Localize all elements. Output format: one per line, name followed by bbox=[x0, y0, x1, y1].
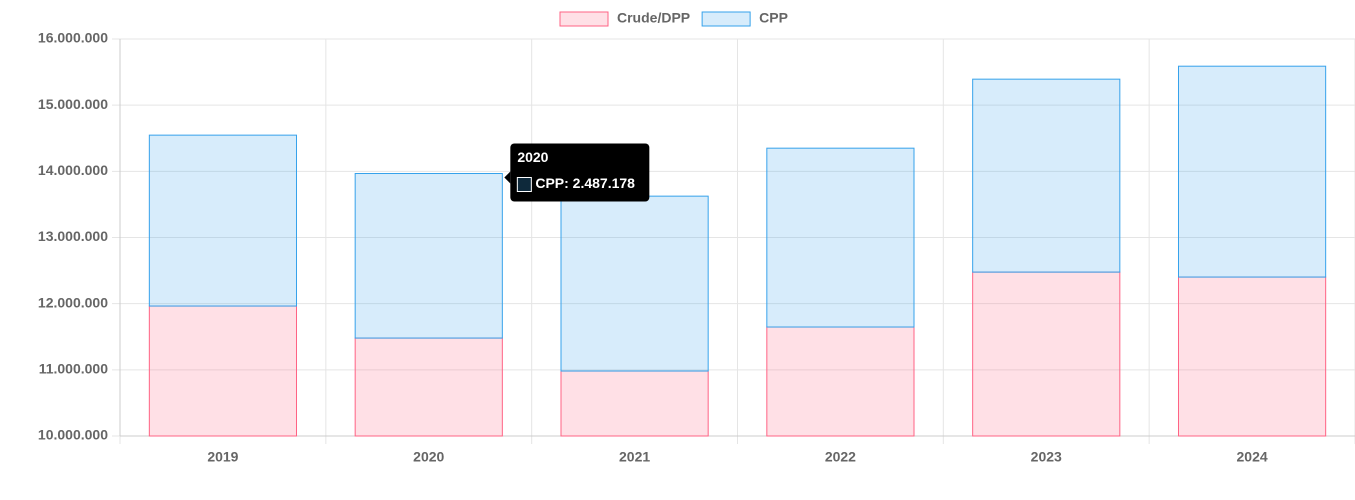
bar-segment bbox=[972, 271, 1121, 437]
bar-segment bbox=[972, 78, 1121, 273]
bar-segment bbox=[766, 326, 915, 437]
x-tick-label: 2024 bbox=[1237, 449, 1268, 465]
bar-segment bbox=[148, 134, 298, 307]
tooltip-arrow bbox=[504, 171, 511, 184]
legend: Crude/DPP CPP bbox=[559, 10, 788, 27]
bar-segment bbox=[560, 370, 709, 437]
x-tick-label: 2022 bbox=[825, 449, 856, 465]
x-tick-label: 2019 bbox=[207, 449, 238, 465]
tooltip: 2020 CPP: 2.487.178 bbox=[504, 143, 650, 202]
x-tick-label: 2023 bbox=[1031, 449, 1062, 465]
x-tick-label: 2020 bbox=[413, 449, 444, 465]
legend-label: Crude/DPP bbox=[617, 10, 690, 26]
bar-segment bbox=[1177, 276, 1327, 437]
tooltip-box bbox=[510, 143, 650, 202]
legend-swatch bbox=[559, 11, 609, 27]
bar-segment bbox=[354, 337, 503, 437]
bar-segment bbox=[1177, 65, 1327, 278]
y-tick-label: 10.000.000 bbox=[38, 427, 108, 443]
y-tick-label: 11.000.000 bbox=[39, 361, 109, 377]
bar-segment bbox=[354, 173, 503, 339]
y-tick-label: 13.000.000 bbox=[38, 228, 108, 244]
tooltip-label: CPP: 2.487.178 bbox=[535, 175, 635, 191]
bar-segment bbox=[766, 147, 915, 328]
legend-label: CPP bbox=[759, 10, 788, 26]
tooltip-swatch bbox=[516, 177, 532, 193]
x-tick-label: 2021 bbox=[619, 449, 650, 465]
legend-swatch bbox=[701, 11, 751, 27]
y-tick-label: 15.000.000 bbox=[38, 96, 108, 112]
bar-segment bbox=[560, 195, 709, 372]
y-tick-label: 12.000.000 bbox=[38, 294, 108, 310]
y-tick-label: 14.000.000 bbox=[38, 162, 108, 178]
bar-segment bbox=[148, 305, 298, 437]
tooltip-title: 2020 bbox=[517, 149, 548, 165]
y-tick-label: 16.000.000 bbox=[38, 30, 108, 46]
